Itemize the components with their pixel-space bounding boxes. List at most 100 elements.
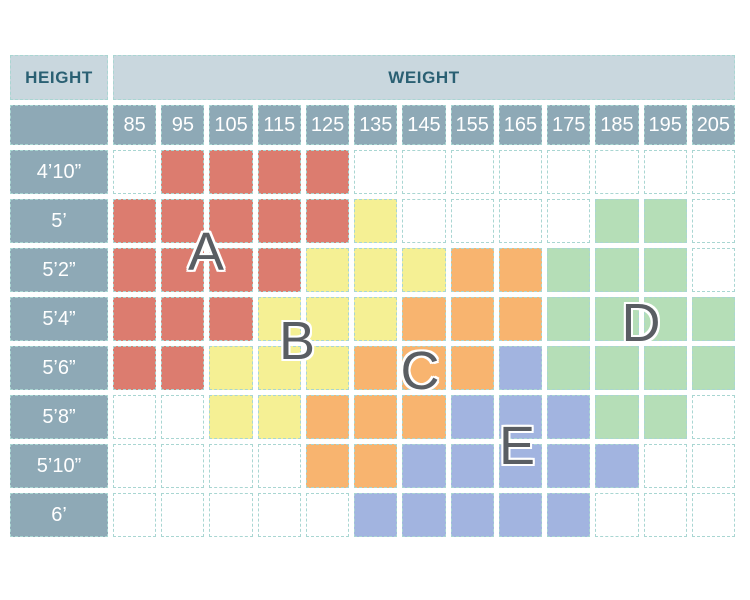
grid-cell-zone-A bbox=[257, 248, 301, 292]
grid-cell-zone-B bbox=[305, 346, 350, 390]
grid-cell-empty bbox=[354, 150, 398, 194]
grid-cell-zone-D bbox=[595, 248, 639, 292]
grid-cell-empty bbox=[643, 150, 687, 194]
grid-cell-empty bbox=[643, 444, 687, 488]
grid-cell-zone-D bbox=[643, 297, 687, 341]
grid-cell-zone-A bbox=[209, 297, 253, 341]
weight-col-header: 85 bbox=[113, 105, 157, 145]
height-row-header: 5’10” bbox=[10, 444, 108, 488]
weight-col-header: 165 bbox=[498, 105, 543, 145]
grid-cell-empty bbox=[450, 199, 494, 243]
grid-cell-zone-A bbox=[257, 199, 301, 243]
grid-cell-zone-D bbox=[547, 248, 591, 292]
grid-cell-zone-A bbox=[161, 150, 205, 194]
weight-col-header: 185 bbox=[595, 105, 639, 145]
height-row-header: 4’10” bbox=[10, 150, 108, 194]
grid-cell-zone-A bbox=[161, 248, 205, 292]
grid-cell-zone-C bbox=[498, 297, 543, 341]
grid-cell-zone-A bbox=[113, 248, 157, 292]
height-row-header: 5’ bbox=[10, 199, 108, 243]
grid-cell-empty bbox=[691, 150, 735, 194]
grid-cell-zone-B bbox=[305, 248, 350, 292]
grid-cell-zone-E bbox=[498, 444, 543, 488]
grid-cell-zone-B bbox=[354, 199, 398, 243]
grid-cell-empty bbox=[161, 493, 205, 537]
weight-col-header: 115 bbox=[257, 105, 301, 145]
grid-cell-zone-E bbox=[402, 444, 446, 488]
height-header-cell: HEIGHT bbox=[10, 55, 108, 100]
grid-cell-empty bbox=[113, 493, 157, 537]
grid-cell-empty bbox=[498, 199, 543, 243]
grid-cell-zone-A bbox=[305, 199, 350, 243]
grid-cell-empty bbox=[113, 444, 157, 488]
height-row-header: 5’4” bbox=[10, 297, 108, 341]
grid-cell-zone-B bbox=[209, 346, 253, 390]
grid-cell-zone-A bbox=[209, 248, 253, 292]
grid-cell-zone-C bbox=[498, 248, 543, 292]
grid-cell-zone-E bbox=[498, 493, 543, 537]
grid-cell-empty bbox=[161, 444, 205, 488]
grid-cell-zone-B bbox=[354, 297, 398, 341]
weight-col-header: 125 bbox=[305, 105, 350, 145]
grid-cell-zone-E bbox=[498, 346, 543, 390]
grid-cell-zone-E bbox=[595, 444, 639, 488]
grid-cell-empty bbox=[595, 493, 639, 537]
grid-cell-empty bbox=[691, 444, 735, 488]
grid-cell-zone-C bbox=[402, 395, 446, 439]
grid-cell-zone-D bbox=[547, 346, 591, 390]
grid-cell-empty bbox=[691, 248, 735, 292]
grid-cell-zone-C bbox=[402, 297, 446, 341]
grid-cell-zone-D bbox=[595, 395, 639, 439]
grid-cell-zone-C bbox=[402, 346, 446, 390]
grid-cell-zone-E bbox=[402, 493, 446, 537]
grid-cell-empty bbox=[257, 444, 301, 488]
size-chart-grid: HEIGHT WEIGHT 85 95 105 115 125 135 145 155 165 1… bbox=[10, 55, 735, 537]
grid-cell-empty bbox=[402, 199, 446, 243]
grid-cell-zone-E bbox=[450, 444, 494, 488]
weight-col-header: 145 bbox=[402, 105, 446, 145]
height-row-header: 5’6” bbox=[10, 346, 108, 390]
grid-cell-empty bbox=[691, 395, 735, 439]
grid-cell-empty bbox=[450, 150, 494, 194]
grid-cell-zone-C bbox=[305, 444, 350, 488]
grid-cell-zone-E bbox=[547, 444, 591, 488]
weight-col-header: 205 bbox=[691, 105, 735, 145]
grid-cell-zone-E bbox=[450, 493, 494, 537]
grid-cell-empty bbox=[498, 150, 543, 194]
weight-col-header: 175 bbox=[547, 105, 591, 145]
grid-cell-zone-D bbox=[691, 297, 735, 341]
grid-cell-zone-A bbox=[113, 199, 157, 243]
grid-cell-zone-B bbox=[305, 297, 350, 341]
grid-cell-zone-A bbox=[113, 346, 157, 390]
grid-cell-zone-D bbox=[595, 346, 639, 390]
grid-cell-zone-C bbox=[450, 297, 494, 341]
grid-cell-zone-A bbox=[209, 150, 253, 194]
grid-cell-zone-A bbox=[113, 297, 157, 341]
grid-cell-empty bbox=[595, 150, 639, 194]
grid-cell-empty bbox=[161, 395, 205, 439]
weight-col-header: 195 bbox=[643, 105, 687, 145]
grid-cell-zone-A bbox=[209, 199, 253, 243]
grid-cell-zone-A bbox=[257, 150, 301, 194]
grid-cell-zone-E bbox=[547, 395, 591, 439]
grid-cell-zone-C bbox=[354, 395, 398, 439]
grid-cell-empty bbox=[113, 395, 157, 439]
grid-cell-zone-E bbox=[498, 395, 543, 439]
grid-cell-zone-D bbox=[643, 395, 687, 439]
grid-cell-empty bbox=[547, 150, 591, 194]
grid-cell-empty bbox=[305, 493, 350, 537]
grid-cell-zone-B bbox=[257, 346, 301, 390]
grid-cell-zone-A bbox=[161, 297, 205, 341]
grid-cell-zone-D bbox=[643, 248, 687, 292]
grid-cell-empty bbox=[209, 493, 253, 537]
weight-col-header: 95 bbox=[161, 105, 205, 145]
grid-cell-zone-C bbox=[450, 346, 494, 390]
grid-cell-empty bbox=[691, 199, 735, 243]
weight-col-header: 155 bbox=[450, 105, 494, 145]
grid-cell-zone-C bbox=[450, 248, 494, 292]
corner-cell bbox=[10, 105, 108, 145]
weight-col-header: 105 bbox=[209, 105, 253, 145]
grid-cell-zone-A bbox=[161, 199, 205, 243]
grid-cell-zone-C bbox=[354, 346, 398, 390]
grid-cell-zone-B bbox=[354, 248, 398, 292]
